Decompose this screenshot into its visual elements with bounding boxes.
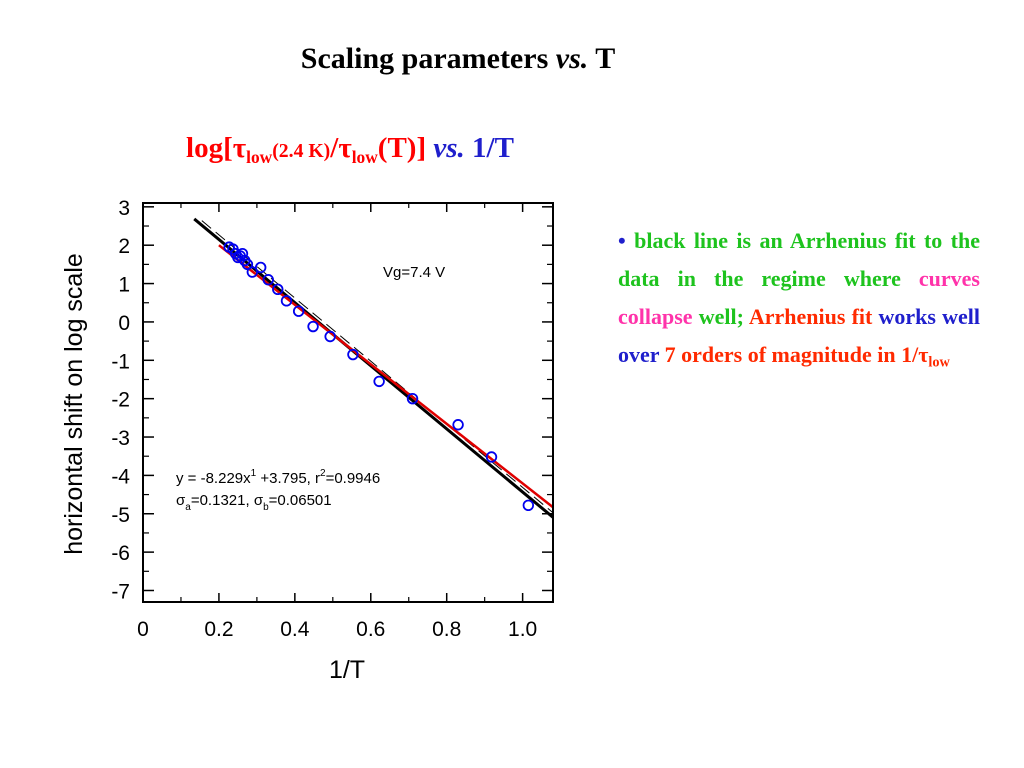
title-vs: vs. (555, 42, 589, 75)
x-axis-label: 1/T (329, 656, 365, 684)
x-tick-label: 0.4 (280, 618, 310, 641)
fit-equation: y = -8.229x1 +3.795, r2=0.9946 (176, 468, 380, 487)
data-point (272, 283, 284, 296)
fit-eq-r-exp: 2 (320, 468, 326, 479)
chart-title-log: log[ (186, 132, 233, 164)
fit-lines (193, 217, 554, 519)
explanation-bullet: • black line is an Arrhenius fit to the … (618, 222, 980, 381)
y-tick-label: -7 (111, 580, 130, 603)
data-point (236, 247, 249, 260)
y-tick-label: -1 (111, 350, 130, 373)
bullet-dot: • (618, 228, 635, 253)
chart-title-low1: low (246, 147, 273, 168)
chart-title-vs: vs. (426, 132, 465, 164)
x-tick-label: 0.2 (204, 618, 233, 641)
sigma-a-symbol: σ (176, 492, 186, 509)
bullet-red-fit: Arrhenius fit (748, 304, 873, 329)
fit-sigmas: σa=0.1321, σb=0.06501 (176, 492, 332, 513)
data-point (522, 499, 535, 512)
sigma-a-sub: a (185, 502, 191, 513)
data-point (241, 258, 254, 271)
y-tick-label: 3 (118, 197, 130, 220)
sigma-b-value: =0.06501 (269, 492, 332, 509)
data-point (246, 266, 259, 278)
fit-eq-exp: 1 (251, 468, 257, 479)
title-main: Scaling parameters (300, 42, 556, 75)
bullet-low: low (928, 354, 950, 371)
x-tick-label: 0 (137, 618, 149, 641)
bullet-blue-text: works well over (618, 304, 980, 367)
chart-title-low2: low (351, 147, 378, 168)
bullet-tau: τ (918, 342, 929, 367)
data-point (347, 348, 359, 361)
y-tick-label: -3 (111, 427, 130, 450)
fit-eq-r2: =0.9946 (326, 470, 381, 487)
title-t: T (588, 42, 616, 75)
bullet-green-text: black line is an Arrhenius fit to the da… (618, 228, 981, 291)
red-fit-line (218, 244, 554, 509)
data-point (254, 261, 267, 274)
data-point (324, 330, 336, 343)
y-tick-label: -4 (111, 465, 130, 488)
axis-ticks (142, 203, 553, 602)
vg-annotation: Vg=7.4 V (383, 264, 445, 281)
x-tick-label: 1.0 (508, 618, 537, 641)
x-tick-label: 0.8 (432, 618, 461, 641)
slide-title: Scaling parameters vs. T (0, 42, 916, 76)
data-point (262, 274, 274, 286)
data-points (223, 241, 535, 512)
chart-title-tau2: τ (338, 132, 352, 164)
y-axis-label: horizontal shift on log scale (60, 253, 88, 555)
data-point (307, 320, 319, 333)
chart-title-inv-t: 1/T (464, 132, 514, 164)
bullet-magenta-text: curves collapse (618, 266, 980, 329)
plot-frame (142, 202, 554, 603)
data-point (280, 295, 293, 307)
fit-eq-mid: +3.795, r (256, 470, 320, 487)
tick-labels: 0 0.2 0.4 0.6 0.8 1.0 3 2 1 0 -1 -2 -3 -4 -5 -6 -7 (111, 197, 537, 641)
x-tick-label: 0.6 (356, 618, 385, 641)
y-tick-label: -5 (111, 504, 130, 527)
sigma-b-symbol: σ (254, 492, 264, 509)
sigma-b-sub: b (263, 502, 269, 513)
fit-eq-main: y = -8.229x (176, 470, 251, 487)
y-tick-label: -6 (111, 542, 130, 565)
chart-title-tau1: τ (232, 132, 247, 164)
data-point (292, 305, 305, 317)
data-point (373, 375, 385, 388)
data-point (406, 392, 419, 405)
chart-title-temp2: (T)] (377, 132, 427, 164)
y-tick-label: 1 (118, 274, 130, 297)
bullet-green-well: well; (698, 304, 744, 329)
y-tick-label: 2 (118, 235, 130, 258)
chart-title-slash: / (330, 132, 339, 164)
dashed-fit-line (201, 220, 554, 514)
sigma-a-value: =0.1321, (191, 492, 254, 509)
chart-title: log[τlow(2.4 K)/τlow(T)] vs. 1/T (0, 132, 700, 168)
y-tick-label: 0 (118, 312, 130, 335)
y-tick-label: -2 (111, 389, 130, 412)
chart-title-temp1: (2.4 K) (272, 140, 331, 162)
data-point (452, 419, 464, 431)
data-point (485, 451, 498, 463)
bullet-red-orders: 7 orders of magnitude in 1/ (664, 342, 919, 367)
